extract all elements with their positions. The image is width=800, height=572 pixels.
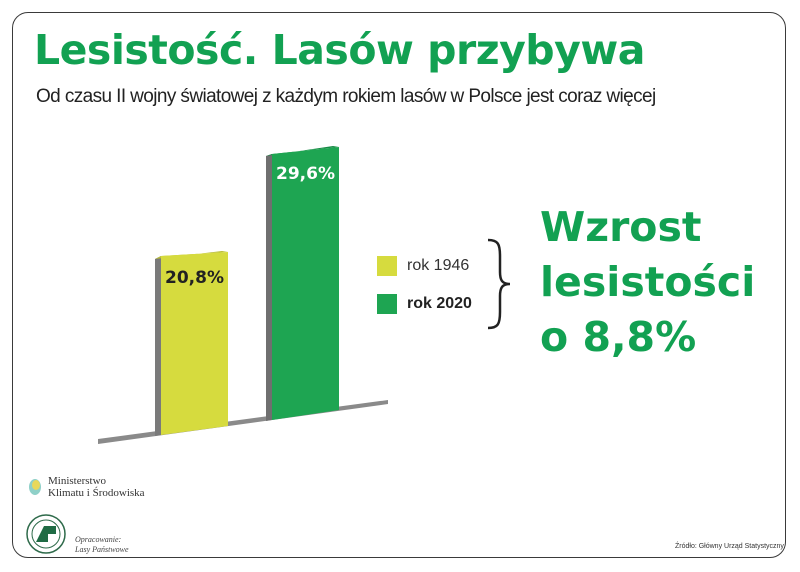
- highlight-line-3: o 8,8%: [540, 313, 697, 361]
- page-subtitle: Od czasu II wojny światowej z każdym rok…: [36, 86, 656, 107]
- ministry-name-line1: Ministerstwo: [48, 475, 107, 487]
- curly-brace-icon: [487, 238, 511, 330]
- highlight-line-1: Wzrost: [540, 203, 702, 251]
- increase-highlight: Wzrost lesistości o 8,8%: [540, 200, 755, 365]
- page-title: Lesistość. Lasów przybywa: [34, 26, 645, 74]
- prepared-label: Opracowanie:: [75, 535, 122, 544]
- chart-baseline: [98, 400, 388, 444]
- legend-swatch-1946: [377, 256, 397, 276]
- legend-item-1946: rok 1946: [377, 256, 469, 276]
- poster-frame: [12, 12, 786, 558]
- legend-label-2020: rok 2020: [407, 295, 472, 312]
- prepared-by: Opracowanie: Lasy Państwowe: [75, 535, 129, 555]
- legend-label-1946: rok 1946: [407, 257, 470, 274]
- legend-item-2020: rok 2020: [377, 294, 472, 314]
- ministry-name-line2: Klimatu i Środowiska: [48, 487, 145, 499]
- ministry-emblem-icon: [29, 479, 41, 495]
- bar-2020: [266, 146, 339, 421]
- bar-1946: [155, 251, 228, 436]
- prepared-org: Lasy Państwowe: [75, 545, 129, 554]
- bar-label-1946: 20,8%: [165, 268, 224, 288]
- ministry-logo: Ministerstwo Klimatu i Środowiska: [28, 475, 145, 499]
- highlight-line-2: lesistości: [540, 258, 756, 306]
- data-source: Źródło: Główny Urząd Statystyczny: [675, 543, 784, 550]
- legend-swatch-2020: [377, 294, 397, 314]
- bar-label-2020: 29,6%: [276, 164, 335, 184]
- lasy-panstwowe-logo-icon: [26, 514, 66, 554]
